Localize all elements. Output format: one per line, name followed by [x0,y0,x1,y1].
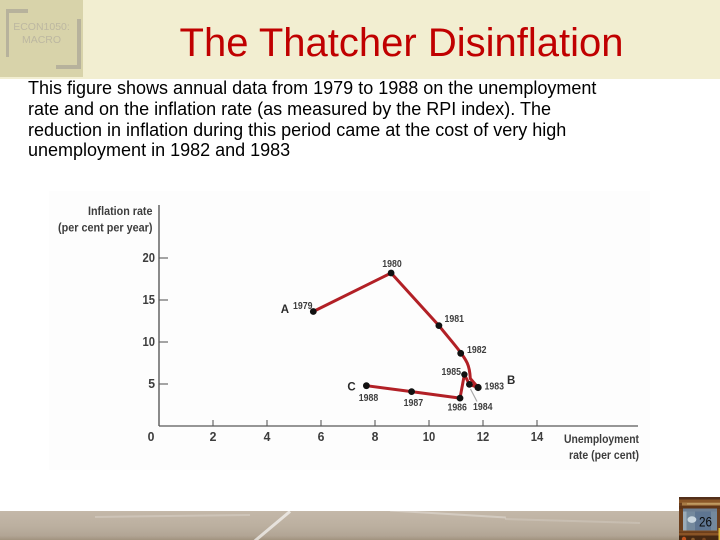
svg-text:Unemployment: Unemployment [564,432,639,446]
svg-text:1983: 1983 [485,382,505,393]
svg-text:rate (per cent): rate (per cent) [569,448,639,462]
svg-text:4: 4 [264,429,272,444]
svg-text:26: 26 [699,515,712,530]
svg-text:14: 14 [531,429,544,444]
svg-text:20: 20 [143,250,156,265]
svg-text:1985: 1985 [442,367,462,378]
svg-text:10: 10 [423,429,436,444]
svg-text:8: 8 [372,429,379,444]
svg-text:1982: 1982 [467,345,487,356]
svg-text:12: 12 [477,429,490,444]
svg-text:0: 0 [148,429,155,444]
svg-text:Inflation rate: Inflation rate [88,204,153,218]
svg-text:C: C [347,382,355,394]
svg-text:(per cent per year): (per cent per year) [58,221,153,235]
svg-text:5: 5 [148,376,155,391]
svg-text:6: 6 [318,429,325,444]
svg-text:1984: 1984 [473,402,493,413]
svg-text:A: A [281,304,289,316]
svg-text:B: B [507,375,515,387]
svg-text:1986: 1986 [447,403,467,414]
svg-text:1988: 1988 [359,393,379,404]
svg-text:10: 10 [143,334,156,349]
svg-text:1987: 1987 [404,398,424,409]
svg-text:1979: 1979 [293,301,313,312]
svg-text:1981: 1981 [445,314,465,325]
svg-text:15: 15 [143,292,156,307]
svg-text:2: 2 [210,429,217,444]
svg-text:1980: 1980 [382,259,402,270]
